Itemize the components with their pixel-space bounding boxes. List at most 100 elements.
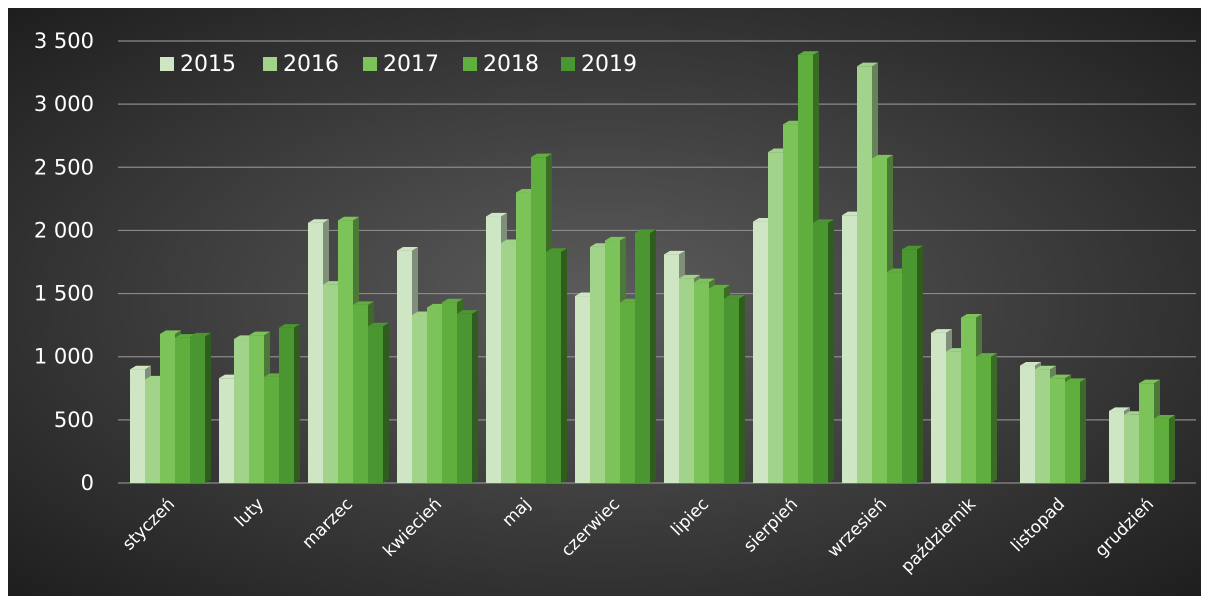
y-tick-label: 1 000 — [34, 345, 94, 369]
bar-front — [1139, 383, 1154, 483]
y-tick-label: 3 500 — [34, 29, 94, 53]
legend: 2015 2016 2017 2018 2019 — [160, 52, 637, 77]
bar-front — [190, 336, 205, 483]
legend-swatch — [561, 57, 575, 71]
bar-front — [130, 369, 145, 483]
bar-front — [427, 307, 442, 483]
bar-front — [813, 222, 828, 483]
bar-side — [1169, 414, 1175, 483]
bar-front — [590, 246, 605, 483]
x-tick-label: luty — [231, 494, 268, 531]
bar-side — [205, 332, 211, 483]
legend-item: 2015 — [160, 52, 236, 77]
bar-front — [902, 249, 917, 483]
bar-front — [249, 335, 264, 483]
legend-label: 2016 — [283, 52, 339, 77]
bar-front — [1050, 378, 1065, 483]
bar-top — [976, 353, 997, 357]
bar — [190, 332, 211, 483]
x-tick-label: listopad — [1007, 494, 1069, 556]
x-tick-label: lipiec — [667, 494, 713, 540]
bar-side — [561, 248, 567, 483]
bar-front — [516, 192, 531, 484]
y-axis-ticks: 0 500 1 000 1 500 2 000 2 500 3 000 3 500 — [34, 29, 94, 495]
bar-top — [664, 250, 685, 255]
bar-top — [190, 332, 211, 337]
bar-top — [442, 298, 463, 303]
bar-front — [724, 298, 739, 483]
x-axis-labels: styczeń luty marzec kwiecień maj czerwiec lipi… — [119, 494, 1158, 577]
bar-top — [635, 229, 656, 233]
bar — [1065, 378, 1086, 483]
bar-side — [294, 324, 300, 483]
bar-front — [857, 66, 872, 483]
legend-label: 2017 — [383, 52, 439, 77]
legend-swatch — [363, 57, 377, 71]
bar-front — [1124, 414, 1139, 483]
bar-front — [679, 278, 694, 483]
bar-front — [1065, 381, 1080, 483]
legend-item: 2018 — [463, 52, 539, 77]
bar — [368, 322, 389, 483]
bar-top — [457, 310, 478, 314]
legend-label: 2018 — [483, 52, 539, 77]
bar-front — [664, 254, 679, 483]
y-tick-label: 0 — [81, 471, 94, 495]
bar-top — [813, 219, 834, 223]
bar-front — [546, 251, 561, 483]
bar-front — [1020, 365, 1035, 483]
bar-front — [501, 243, 516, 483]
bar-top — [902, 245, 923, 250]
bar-front — [887, 272, 902, 483]
bar-front — [783, 124, 798, 483]
x-tick-label: styczeń — [119, 494, 179, 554]
y-tick-label: 2 500 — [34, 155, 94, 179]
bar-front — [323, 284, 338, 483]
bar-front — [1109, 411, 1124, 483]
bar-top — [368, 322, 389, 327]
legend-swatch — [263, 57, 277, 71]
bar-side — [991, 353, 997, 483]
bar-front — [976, 356, 991, 483]
bar-top — [397, 247, 418, 251]
bar-side — [472, 310, 478, 483]
bar-front — [709, 288, 724, 483]
bar-top — [486, 212, 507, 217]
bar — [457, 310, 478, 483]
y-tick-label: 500 — [54, 408, 94, 432]
bar-front — [353, 304, 368, 483]
bar-front — [175, 337, 190, 483]
bar-top — [1154, 414, 1175, 419]
bar-top — [308, 219, 329, 223]
bar-front — [279, 327, 294, 483]
bar-front — [753, 221, 768, 484]
bar-top — [279, 324, 300, 328]
bar — [902, 245, 923, 483]
bar-side — [828, 219, 834, 483]
bar-front — [961, 317, 976, 483]
x-tick-label: marzec — [299, 494, 357, 552]
bar-front — [694, 282, 709, 483]
x-tick-label: październik — [897, 494, 980, 577]
x-tick-label: sierpień — [740, 494, 802, 556]
bar — [279, 324, 300, 483]
y-tick-label: 2 000 — [34, 218, 94, 242]
bar-front — [234, 339, 249, 483]
bar-front — [946, 351, 961, 483]
legend-swatch — [463, 57, 477, 71]
bar — [546, 248, 567, 483]
bar-front — [160, 333, 175, 483]
bar-top — [872, 154, 893, 159]
bar-front — [872, 158, 887, 483]
bar-top — [931, 329, 952, 333]
x-tick-label: wrzesień — [824, 494, 891, 561]
y-tick-label: 1 500 — [34, 282, 94, 306]
bar-top — [798, 51, 819, 55]
bar-top — [724, 295, 745, 299]
bar — [635, 229, 656, 483]
bar-side — [383, 322, 389, 483]
bar-front — [768, 152, 783, 484]
bar-front — [397, 250, 412, 483]
bar-top — [546, 248, 567, 252]
legend-item: 2017 — [363, 52, 439, 77]
